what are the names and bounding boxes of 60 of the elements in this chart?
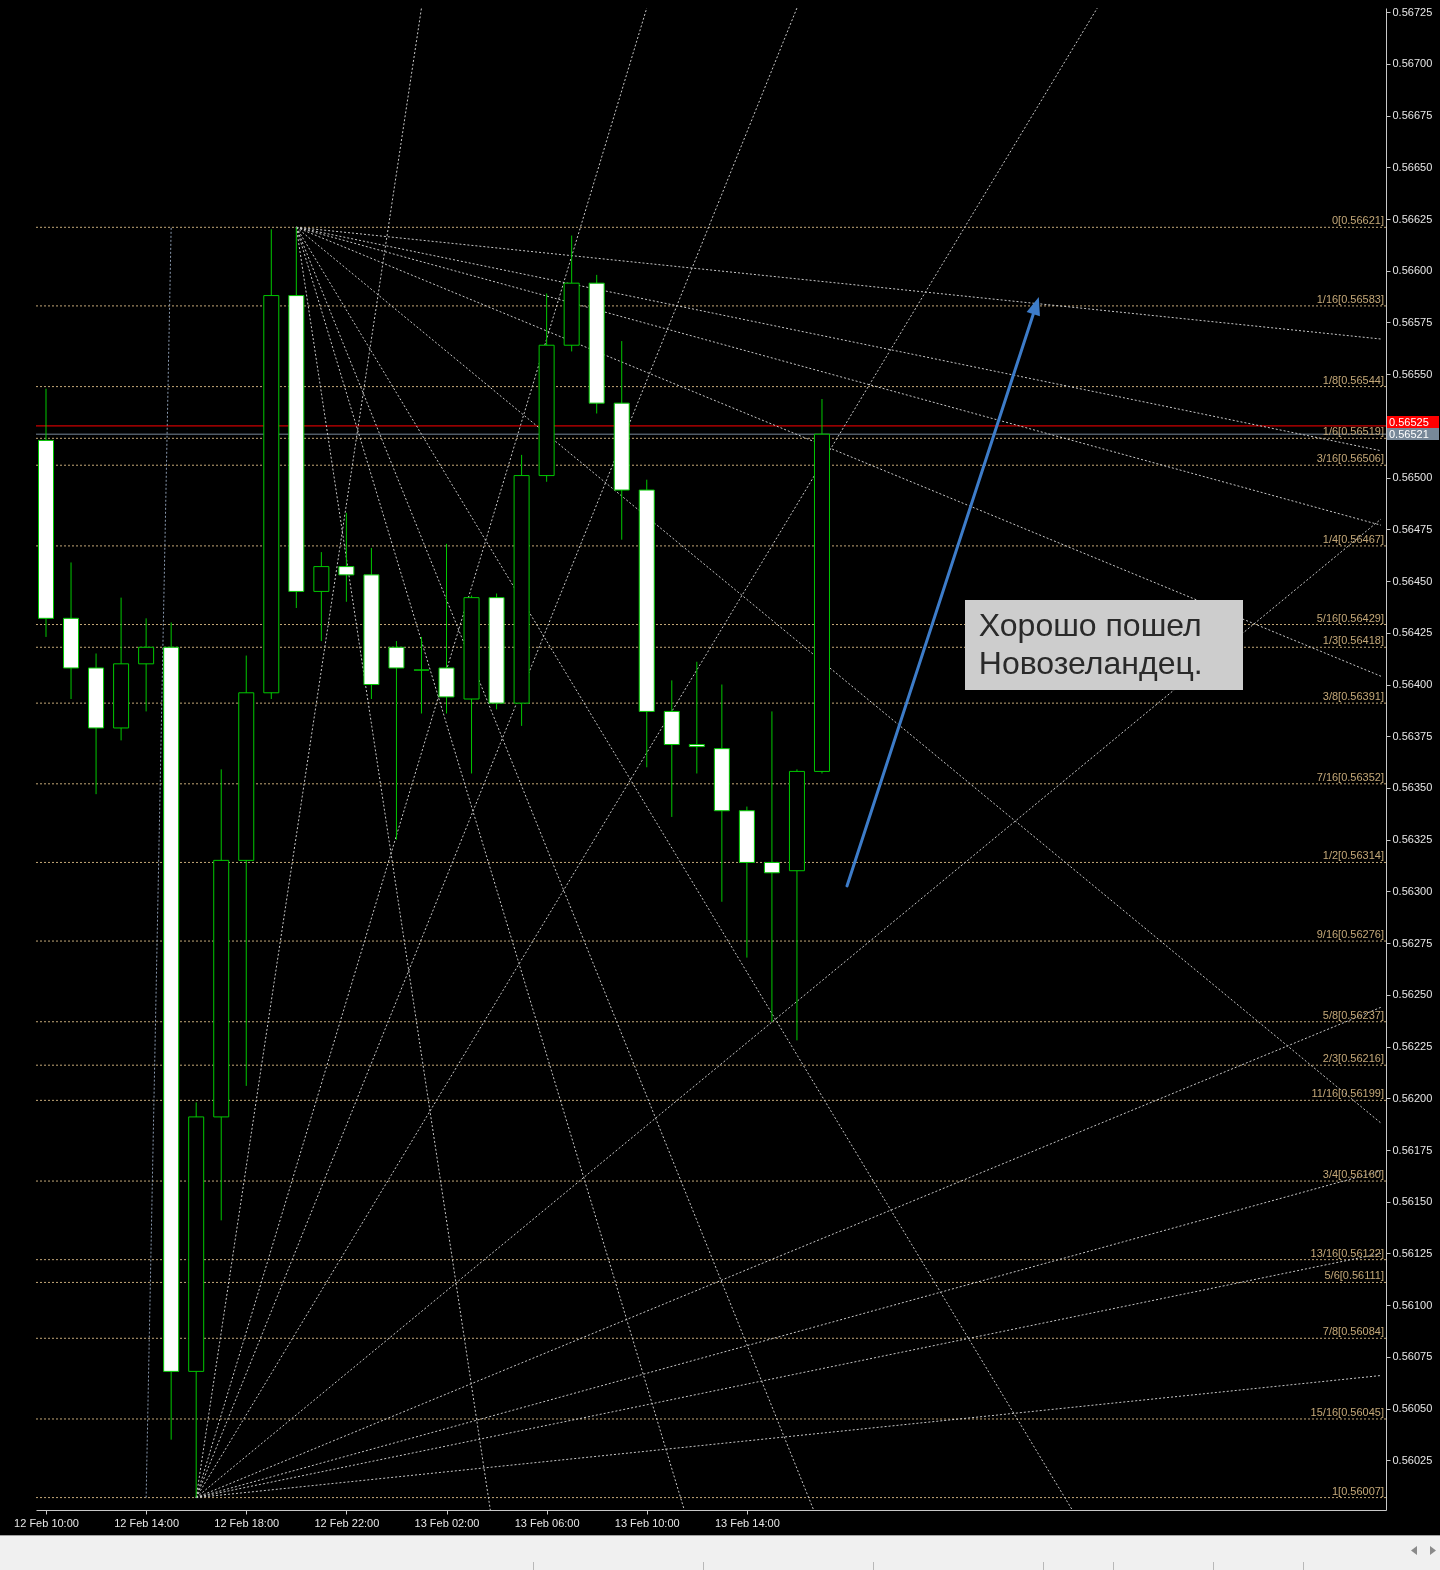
ref-line-label: 15/16[0.56045] (1310, 1405, 1384, 1418)
y-tick-label: 0.56600 (1392, 264, 1433, 277)
ref-line-label: 9/16[0.56276] (1316, 928, 1384, 941)
ref-line-label: 1/3[0.56418] (1322, 634, 1384, 647)
y-tick-label: 0.56025 (1392, 1453, 1433, 1466)
y-tick-label: 0.56100 (1392, 1298, 1433, 1311)
ref-line-label: 5/16[0.56429] (1316, 611, 1384, 624)
ref-line-label: 1[0.56007] (1332, 1484, 1384, 1497)
y-tick-label: 0.56375 (1392, 729, 1433, 742)
ref-line-label: 7/16[0.56352] (1316, 770, 1384, 783)
y-tick-label: 0.56300 (1392, 884, 1433, 897)
ref-line-label: 3/16[0.56506] (1316, 452, 1384, 465)
y-tick-label: 0.56700 (1392, 57, 1433, 70)
y-tick-label: 0.56350 (1392, 781, 1433, 794)
ref-line-label: 13/16[0.56122] (1310, 1246, 1384, 1259)
y-tick-label: 0.56325 (1392, 833, 1433, 846)
y-tick-label: 0.56625 (1392, 212, 1433, 225)
ref-line-label: 0.56525 (1389, 416, 1429, 429)
y-tick-label: 0.56400 (1392, 678, 1433, 691)
ref-line-label: 1/2[0.56314] (1322, 849, 1384, 862)
ref-line-label: 1/6[0.56519] (1322, 425, 1384, 438)
ref-line-label: 5/6[0.56111] (1324, 1269, 1384, 1282)
y-tick-label: 0.56075 (1392, 1350, 1433, 1363)
x-tick-label: 12 Feb 18:00 (214, 1516, 280, 1529)
y-tick-label: 0.56175 (1392, 1143, 1433, 1156)
ref-line-label: 0[0.56621] (1332, 214, 1384, 227)
ref-line-label: 1/8[0.56544] (1322, 373, 1384, 386)
ref-line-label: 3/8[0.56391] (1322, 690, 1384, 703)
y-tick-label: 0.56200 (1392, 1091, 1433, 1104)
ref-line-label: 3/4[0.56160] (1322, 1168, 1384, 1181)
x-tick-label: 13 Feb 06:00 (514, 1516, 580, 1529)
ref-line-label: 2/3[0.56216] (1322, 1052, 1384, 1065)
y-tick-label: 0.56225 (1392, 1040, 1433, 1053)
y-tick-label: 0.56125 (1392, 1246, 1433, 1259)
x-tick-label: 12 Feb 14:00 (114, 1516, 180, 1529)
x-tick-label: 13 Feb 10:00 (614, 1516, 680, 1529)
x-tick-label: 12 Feb 10:00 (14, 1516, 79, 1529)
y-tick-label: 0.56675 (1392, 109, 1433, 122)
y-tick-label: 0.56050 (1392, 1402, 1433, 1415)
y-tick-label: 0.56725 (1392, 5, 1433, 18)
ref-line-label: 1/4[0.56467] (1322, 532, 1384, 545)
annotation: Хорошо пошел Новозеландец. (978, 605, 1204, 682)
y-tick-label: 0.56425 (1392, 626, 1433, 639)
y-tick-label: 0.56275 (1392, 936, 1433, 949)
y-tick-label: 0.56575 (1392, 315, 1433, 328)
y-tick-label: 0.56250 (1392, 988, 1433, 1001)
y-tick-label: 0.56150 (1392, 1195, 1433, 1208)
y-tick-label: 0.56500 (1392, 471, 1433, 484)
x-tick-label: 13 Feb 14:00 (714, 1516, 780, 1529)
x-tick-label: 13 Feb 02:00 (414, 1516, 480, 1529)
x-tick-label: 12 Feb 22:00 (314, 1516, 380, 1529)
y-tick-label: 0.56475 (1392, 522, 1433, 535)
y-tick-label: 0.56550 (1392, 367, 1433, 380)
y-tick-label: 0.56450 (1392, 574, 1433, 587)
ref-line-label: 0.56521 (1389, 428, 1429, 441)
ref-line-label: 11/16[0.56199] (1311, 1087, 1384, 1100)
ref-line-label: 1/16[0.56583] (1316, 292, 1384, 305)
ref-line-label: 5/8[0.56237] (1322, 1008, 1384, 1021)
y-tick-label: 0.56650 (1392, 160, 1433, 173)
ref-line-label: 7/8[0.56084] (1322, 1325, 1384, 1338)
